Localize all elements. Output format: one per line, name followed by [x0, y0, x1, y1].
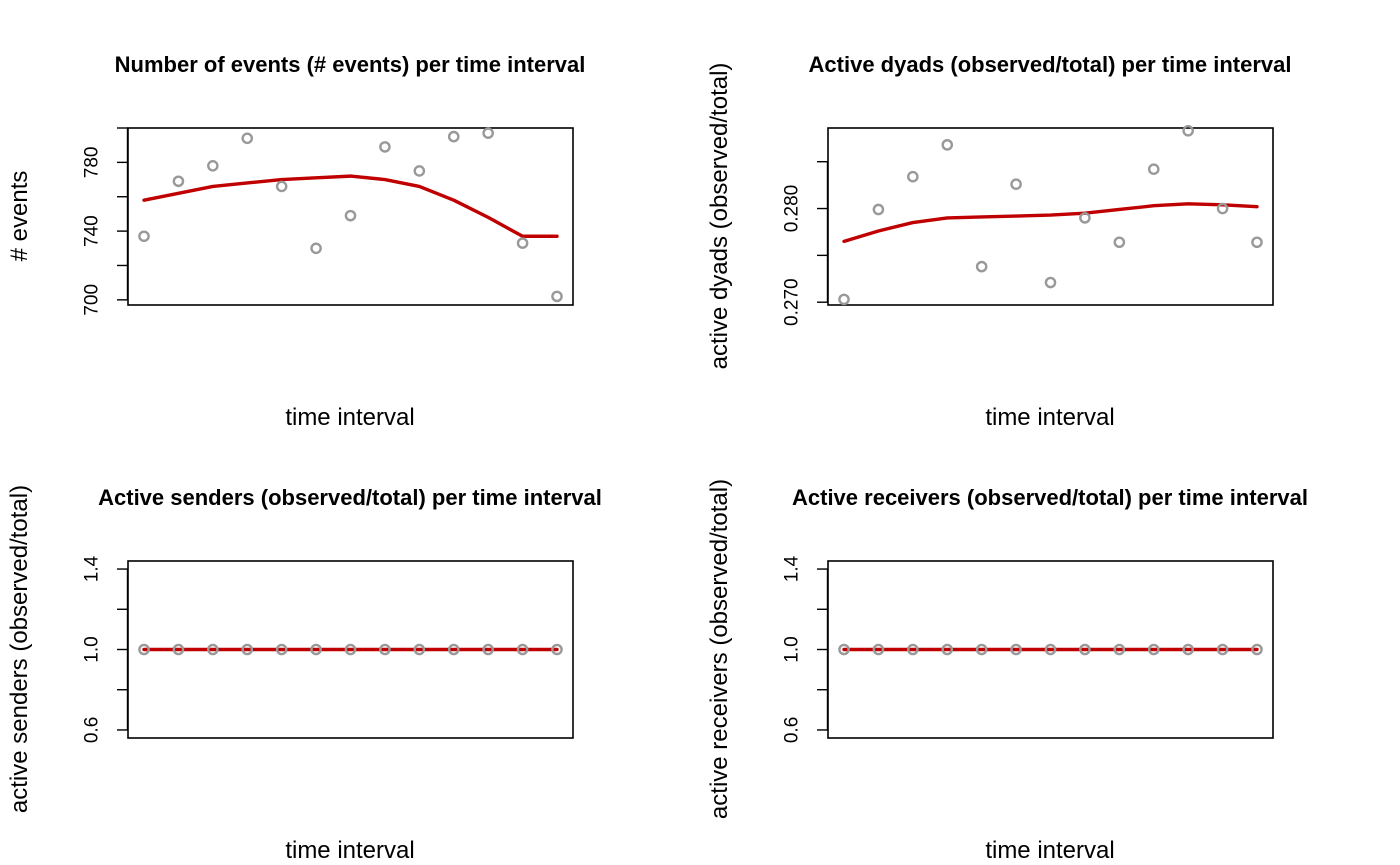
data-point [1044, 276, 1057, 289]
y-tick-label: 780 [82, 147, 103, 179]
data-point [207, 643, 219, 656]
plot-frame [127, 127, 574, 306]
y-axis-label: # events [6, 171, 33, 262]
panel-title: Active receivers (observed/total) per ti… [792, 485, 1308, 510]
panel-active-receivers: Active receivers (observed/total) per ti… [706, 479, 1308, 864]
data-point [482, 643, 494, 656]
data-point [551, 290, 563, 303]
panel-title: Number of events (# events) per time int… [115, 52, 586, 77]
panel-number-of-events: Number of events (# events) per time int… [6, 52, 585, 431]
y-tick-label: 1.0 [82, 636, 103, 662]
data-point [516, 237, 529, 249]
y-tick-label: 1.4 [782, 555, 803, 582]
y-axis-label: active receivers (observed/total) [706, 479, 733, 819]
data-point [975, 643, 988, 656]
x-axis-label: time interval [285, 837, 414, 864]
data-point [207, 160, 219, 172]
data-point [1251, 643, 1263, 656]
y-tick-label: 700 [82, 284, 103, 316]
data-point [310, 242, 322, 255]
data-point [275, 643, 288, 656]
data-point [1216, 202, 1229, 215]
data-point [1147, 643, 1160, 656]
data-point [941, 139, 954, 151]
data-point [1113, 236, 1126, 249]
panel-title: Active senders (observed/total) per time… [98, 485, 602, 510]
y-tick-label: 0.280 [782, 185, 803, 233]
data-point [172, 643, 185, 656]
data-point [1113, 643, 1126, 656]
data-point [241, 643, 254, 656]
y-axis: 700 740 780 [82, 127, 129, 316]
data-point [975, 260, 988, 273]
data-point [447, 643, 460, 656]
data-point [1182, 125, 1194, 137]
y-tick-label: 0.6 [82, 717, 103, 743]
data-point [838, 293, 850, 306]
data-point [1182, 643, 1194, 656]
x-axis-label: time interval [985, 837, 1114, 864]
data-point [1251, 236, 1263, 249]
data-point [1010, 643, 1022, 656]
x-axis-label: time interval [985, 404, 1114, 431]
y-tick-label: 1.0 [782, 636, 803, 662]
data-point [275, 180, 288, 193]
x-axis-label: time interval [285, 404, 414, 431]
data-point [379, 643, 391, 656]
data-point [344, 643, 357, 656]
data-point [138, 643, 150, 656]
data-point [413, 643, 426, 656]
panel-active-senders: Active senders (observed/total) per time… [6, 485, 602, 864]
plot-marks [138, 127, 563, 303]
trend-line [842, 202, 1259, 244]
data-point [907, 170, 919, 183]
y-tick-label: 0.270 [782, 278, 803, 326]
trend-line [142, 174, 559, 238]
y-axis-label: active dyads (observed/total) [706, 63, 733, 370]
y-tick-label: 1.4 [82, 555, 103, 582]
y-axis: 0.270 0.280 [782, 161, 829, 326]
data-point [872, 643, 885, 656]
y-axis-label: active senders (observed/total) [6, 485, 33, 813]
data-point [1010, 178, 1022, 190]
data-point [379, 141, 391, 153]
data-point [310, 643, 322, 656]
plot-marks [138, 643, 563, 656]
data-point [1079, 643, 1091, 656]
data-point [907, 643, 919, 656]
data-point [138, 230, 150, 243]
data-point [941, 643, 954, 656]
data-point [1216, 643, 1229, 656]
panel-active-dyads: Active dyads (observed/total) per time i… [706, 52, 1291, 431]
data-point [838, 643, 850, 656]
data-point [447, 130, 460, 143]
data-point [241, 132, 254, 145]
data-point [413, 165, 426, 177]
data-point [344, 209, 357, 222]
panel-title: Active dyads (observed/total) per time i… [809, 52, 1292, 77]
data-point [872, 203, 885, 216]
plot-marks [838, 125, 1263, 306]
data-point [551, 643, 563, 656]
y-axis: 0.6 1.0 1.4 [82, 555, 129, 743]
y-tick-label: 740 [82, 215, 103, 247]
y-axis: 0.6 1.0 1.4 [782, 555, 829, 743]
data-point [1079, 212, 1091, 224]
y-tick-label: 0.6 [782, 717, 803, 743]
plot-marks [838, 643, 1263, 656]
data-point [172, 175, 185, 188]
data-point [482, 127, 494, 139]
data-point [1044, 643, 1057, 656]
data-point [516, 643, 529, 656]
data-point [1147, 163, 1160, 176]
